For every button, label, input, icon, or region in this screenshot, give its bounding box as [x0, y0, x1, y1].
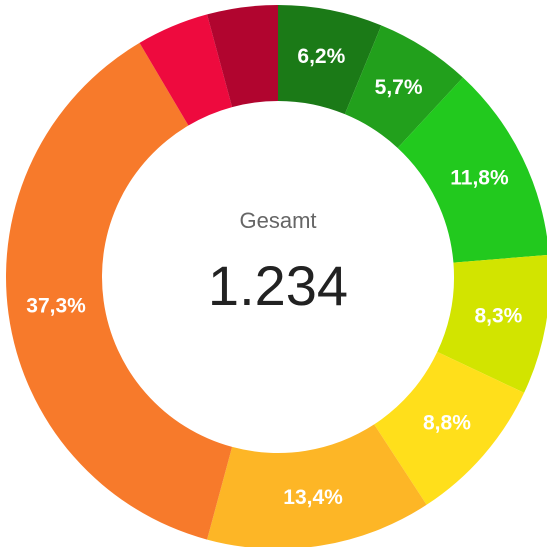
center-value: 1.234	[208, 254, 348, 317]
segment-label: 8,3%	[474, 304, 522, 327]
segment-label: 8,8%	[423, 412, 471, 435]
donut-segment	[207, 424, 427, 547]
donut-segment	[278, 5, 382, 115]
segment-label: 37,3%	[26, 295, 86, 318]
donut-segment	[6, 42, 233, 540]
segment-label: 13,4%	[283, 486, 343, 509]
segment-label: 11,8%	[450, 167, 509, 190]
segment-label: 6,2%	[297, 45, 345, 68]
donut-segment	[437, 254, 547, 393]
donut-segment	[397, 77, 547, 263]
donut-segment	[344, 25, 463, 148]
donut-segment	[207, 5, 278, 108]
segment-label: 5,7%	[375, 76, 423, 99]
center-title: Gesamt	[239, 208, 316, 233]
donut-segment	[139, 14, 233, 126]
donut-segment	[374, 351, 525, 505]
